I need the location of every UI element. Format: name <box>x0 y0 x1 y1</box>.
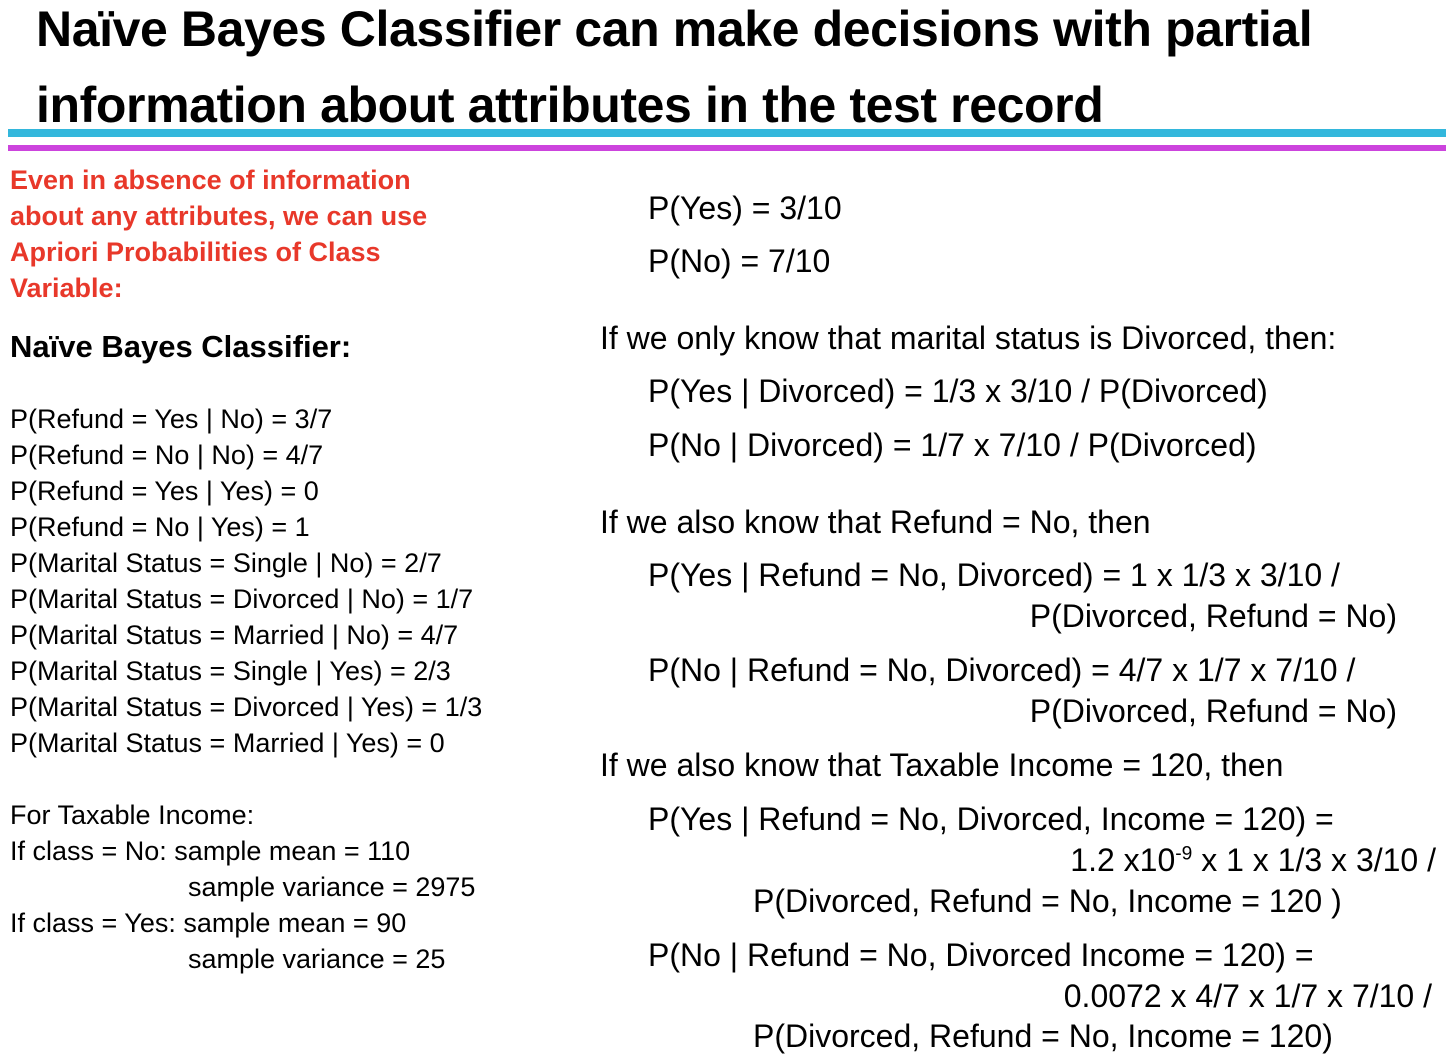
probability-line: P(Marital Status = Married | No) = 4/7 <box>10 620 459 650</box>
income-intro: If we also know that Taxable Income = 12… <box>600 747 1284 783</box>
income-line: If class = No: sample mean = 110 <box>10 836 411 866</box>
probability-line: P(Marital Status = Single | Yes) = 2/3 <box>10 656 451 686</box>
probability-line: P(Refund = Yes | No) = 3/7 <box>10 404 333 434</box>
income-line: sample variance = 25 <box>188 944 446 974</box>
probability-line: P(Refund = Yes | Yes) = 0 <box>10 476 319 506</box>
income-yes-product: x 1 x 1/3 x 3/10 / <box>1192 842 1436 878</box>
divorced-intro: If we only know that marital status is D… <box>600 320 1337 356</box>
income-yes-line-2: 1.2 x10-9 x 1 x 1/3 x 3/10 / <box>1070 844 1436 876</box>
probability-line: P(Marital Status = Single | No) = 2/7 <box>10 548 442 578</box>
apriori-note-line: Variable: <box>10 273 123 303</box>
title-divider-blue <box>8 129 1446 137</box>
income-yes-exponent: -9 <box>1175 843 1193 865</box>
classifier-heading: Naïve Bayes Classifier: <box>10 329 352 364</box>
divorced-no: P(No | Divorced) = 1/7 x 7/10 / P(Divorc… <box>648 427 1257 463</box>
refund-yes-line-2: P(Divorced, Refund = No) <box>1029 598 1397 634</box>
apriori-note-line: about any attributes, we can use <box>10 201 428 231</box>
prior-yes: P(Yes) = 3/10 <box>648 190 842 226</box>
title-divider-pink <box>8 145 1446 151</box>
refund-no-line-1: P(No | Refund = No, Divorced) = 4/7 x 1/… <box>648 652 1356 688</box>
probability-line: P(Marital Status = Married | Yes) = 0 <box>10 728 445 758</box>
income-yes-line-1: P(Yes | Refund = No, Divorced, Income = … <box>648 801 1334 837</box>
apriori-note-line: Even in absence of information <box>10 165 411 195</box>
probability-line: P(Refund = No | Yes) = 1 <box>10 512 310 542</box>
probability-line: P(Marital Status = Divorced | No) = 1/7 <box>10 584 474 614</box>
refund-yes-line-1: P(Yes | Refund = No, Divorced) = 1 x 1/3… <box>648 557 1340 593</box>
prior-no: P(No) = 7/10 <box>648 243 831 279</box>
divorced-yes: P(Yes | Divorced) = 1/3 x 3/10 / P(Divor… <box>648 373 1268 409</box>
income-no-line-2: 0.0072 x 4/7 x 1/7 x 7/10 / <box>1063 978 1432 1014</box>
apriori-note-line: Apriori Probabilities of Class <box>10 237 381 267</box>
probability-line: P(Refund = No | No) = 4/7 <box>10 440 324 470</box>
income-yes-line-3: P(Divorced, Refund = No, Income = 120 ) <box>753 883 1342 919</box>
income-no-line-3: P(Divorced, Refund = No, Income = 120) <box>753 1018 1333 1054</box>
apriori-note: Even in absence of information about any… <box>10 162 427 306</box>
refund-intro: If we also know that Refund = No, then <box>600 504 1151 540</box>
slide-title-line-2: information about attributes in the test… <box>36 77 1104 133</box>
income-no-line-1: P(No | Refund = No, Divorced Income = 12… <box>648 937 1314 973</box>
refund-no-line-2: P(Divorced, Refund = No) <box>1029 693 1397 729</box>
income-line: For Taxable Income: <box>10 800 255 830</box>
income-line: If class = Yes: sample mean = 90 <box>10 908 407 938</box>
taxable-income-block: For Taxable Income: If class = No: sampl… <box>10 797 475 977</box>
conditional-probability-list: P(Refund = Yes | No) = 3/7 P(Refund = No… <box>10 401 482 761</box>
slide-title-line-1: Naïve Bayes Classifier can make decision… <box>36 1 1313 57</box>
income-yes-coefficient: 1.2 x10 <box>1070 842 1176 878</box>
income-line: sample variance = 2975 <box>188 872 476 902</box>
probability-line: P(Marital Status = Divorced | Yes) = 1/3 <box>10 692 483 722</box>
